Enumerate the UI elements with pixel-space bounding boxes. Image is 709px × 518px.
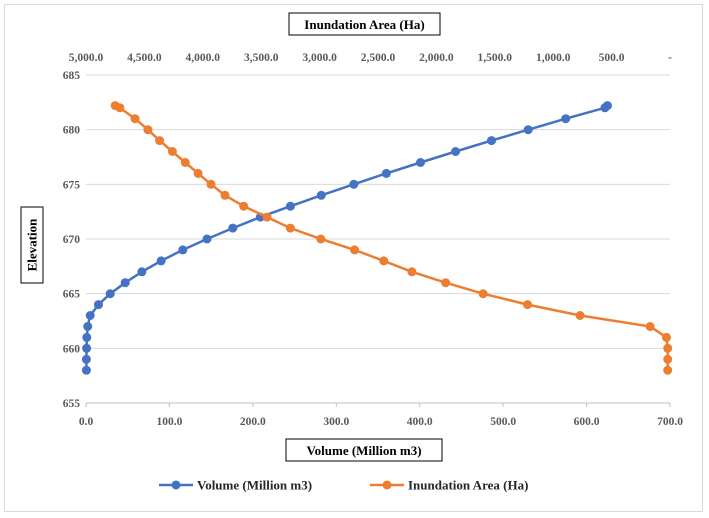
- data-point: [137, 267, 147, 277]
- x2-tick-label: 2,000.0: [419, 52, 454, 64]
- data-point: [94, 300, 103, 310]
- legend-volume-label: Volume (Million m3): [197, 478, 312, 493]
- legend-item-volume: Volume (Million m3): [159, 478, 312, 493]
- top-axis-title: Inundation Area (Ha): [304, 17, 424, 32]
- data-point: [662, 332, 671, 342]
- data-point: [316, 190, 326, 200]
- legend: Volume (Million m3) Inundation Area (Ha): [159, 478, 528, 493]
- data-point: [81, 354, 91, 364]
- series-inundation-area: [110, 101, 673, 375]
- data-point: [663, 354, 673, 364]
- x2-tick-label: 3,500.0: [244, 52, 279, 64]
- data-point: [575, 311, 585, 320]
- x-tick-label: 700.0: [657, 416, 683, 428]
- x2-tick-label: 5,000.0: [69, 52, 104, 64]
- top-axis-title-box: [288, 12, 441, 36]
- x-tick-label: 400.0: [407, 416, 433, 428]
- x2-tick-label: 4,000.0: [186, 52, 221, 64]
- x-tick-label: 500.0: [490, 416, 516, 428]
- data-point: [663, 365, 673, 375]
- x2-tick-label: 1,500.0: [478, 52, 513, 64]
- y-tick-label: 660: [63, 343, 81, 355]
- y-tick-label: 680: [63, 125, 81, 137]
- chart-frame: [4, 4, 703, 512]
- data-point: [178, 245, 188, 255]
- x2-tick-label: 500.0: [599, 52, 625, 64]
- x2-tick-label: -: [668, 52, 672, 64]
- data-point: [663, 343, 673, 353]
- legend-inundation-label: Inundation Area (Ha): [408, 478, 528, 493]
- data-point: [143, 125, 153, 135]
- y-axis-title: Elevation: [25, 218, 40, 271]
- data-point: [407, 267, 417, 277]
- data-point: [350, 245, 360, 255]
- data-point: [561, 114, 571, 124]
- data-point: [206, 179, 216, 189]
- data-point: [379, 256, 389, 266]
- x2-tick-label: 1,000.0: [536, 52, 571, 64]
- y-axis-title-box: [20, 206, 44, 284]
- legend-inundation-marker: [382, 480, 392, 490]
- data-point: [523, 300, 532, 310]
- legend-item-inundation-area: Inundation Area (Ha): [370, 478, 528, 493]
- x-tick-label: 600.0: [574, 416, 600, 428]
- y-tick-label: 665: [63, 289, 81, 301]
- axes: 655 660 665 670 675 680 685 0.0 100.0 200.0 300.0 4…: [63, 52, 683, 428]
- data-point: [156, 256, 166, 266]
- y-tick-label: 670: [63, 234, 81, 246]
- data-point: [239, 201, 249, 211]
- series-volume: [81, 101, 612, 375]
- bottom-axis-title-box: [285, 438, 443, 462]
- x-tick-label: 100.0: [156, 416, 182, 428]
- data-point: [155, 136, 165, 146]
- series-layer: [81, 101, 673, 375]
- x-tick-label: 300.0: [323, 416, 349, 428]
- data-point: [180, 158, 190, 167]
- data-point: [285, 201, 295, 211]
- data-point: [228, 223, 238, 233]
- data-point: [451, 147, 461, 156]
- data-point: [487, 136, 496, 146]
- data-point: [81, 365, 91, 375]
- grid-lines: [86, 74, 670, 404]
- data-point: [83, 322, 93, 331]
- data-point: [167, 147, 177, 156]
- data-point: [349, 179, 359, 189]
- data-point: [478, 289, 488, 299]
- data-point: [220, 190, 230, 200]
- y-tick-label: 655: [63, 398, 81, 410]
- x2-tick-label: 2,500.0: [361, 52, 396, 64]
- x2-tick-label: 3,000.0: [302, 52, 337, 64]
- data-point: [110, 101, 120, 111]
- x-tick-label: 0.0: [79, 416, 94, 428]
- series-line: [114, 104, 669, 371]
- x-tick-label: 200.0: [240, 416, 266, 428]
- data-point: [602, 101, 612, 111]
- data-point: [130, 114, 140, 124]
- x2-tick-label: 4,500.0: [127, 52, 162, 64]
- data-point: [82, 332, 92, 342]
- data-point: [285, 223, 295, 233]
- bottom-axis-title: Volume (Million m3): [306, 443, 421, 458]
- y-tick-label: 685: [63, 70, 81, 82]
- data-point: [120, 278, 130, 288]
- data-point: [645, 322, 655, 331]
- data-point: [202, 234, 212, 244]
- data-point: [193, 168, 203, 178]
- data-point: [381, 168, 391, 178]
- data-point: [416, 158, 425, 167]
- data-point: [523, 125, 533, 135]
- data-point: [262, 212, 272, 222]
- data-point: [85, 311, 95, 320]
- data-point: [105, 289, 115, 299]
- data-point: [82, 343, 92, 353]
- y-tick-label: 675: [63, 179, 81, 191]
- legend-volume-marker: [171, 480, 181, 490]
- data-point: [441, 278, 451, 288]
- data-point: [316, 234, 326, 244]
